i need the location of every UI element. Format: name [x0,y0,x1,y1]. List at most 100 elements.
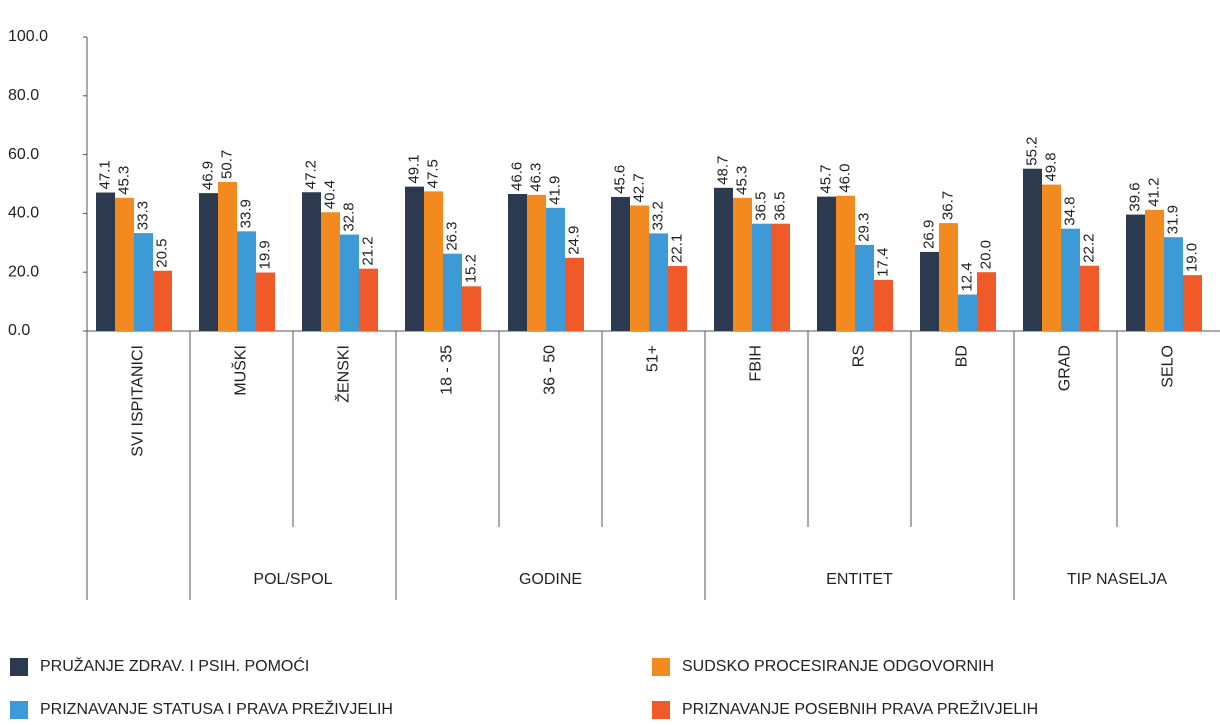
bar [199,193,218,331]
bar [977,272,996,331]
value-label: 33.9 [237,199,254,228]
x-tick-label: GRAD [1057,345,1074,391]
bar [443,253,462,331]
value-label: 21.2 [359,236,376,265]
x-tick-label: 36 - 50 [542,345,559,395]
bar [405,186,424,331]
legend-label: PRIZNAVANJE POSEBNIH PRAVA PREŽIVJELIH [682,699,1038,718]
value-label: 47.2 [302,160,319,189]
bar [302,192,321,331]
value-label: 33.3 [134,201,151,230]
value-label: 46.6 [508,162,525,191]
value-label: 49.8 [1042,152,1059,181]
value-label: 29.3 [855,213,872,242]
value-label: 48.7 [714,156,731,185]
bar [153,270,172,331]
bar [321,212,340,331]
value-label: 19.9 [256,240,273,269]
bar [1061,228,1080,331]
value-label: 41.9 [546,176,563,205]
value-label: 24.9 [565,226,582,255]
x-tick-label: 18 - 35 [439,345,456,395]
bar [1080,265,1099,331]
bar [1145,209,1164,331]
value-label: 20.0 [977,240,994,269]
bar [565,257,584,331]
value-label: 41.2 [1145,178,1162,207]
bar [134,233,153,331]
group-label: GODINE [519,571,582,588]
y-tick-label: 40.0 [8,205,39,222]
value-label: 17.4 [874,248,891,277]
legend-swatch [10,658,28,676]
value-label: 20.5 [153,239,170,268]
bar [733,197,752,331]
bar [1042,184,1061,331]
bar [527,194,546,331]
group-label: ENTITET [826,571,893,588]
y-tick-label: 0.0 [8,322,30,339]
value-label: 46.3 [527,163,544,192]
value-label: 33.2 [649,201,666,230]
bar [96,192,115,331]
bar [1183,275,1202,331]
bar [874,279,893,331]
y-tick-label: 80.0 [8,87,39,104]
bar [939,223,958,331]
legend-label: SUDSKO PROCESIRANJE ODGOVORNIH [682,658,994,675]
x-tick-label: FBIH [748,345,765,381]
value-label: 45.7 [817,164,834,193]
x-tick-label: MUŠKI [231,345,250,396]
y-tick-label: 20.0 [8,263,39,280]
legend-swatch [652,701,670,719]
value-label: 47.5 [424,159,441,188]
bar [668,266,687,331]
bar [714,187,733,331]
bar [1126,214,1145,331]
bar [817,196,836,331]
value-label: 46.0 [836,164,853,193]
group-label: POL/SPOL [253,571,332,588]
bar [462,286,481,331]
bar [752,223,771,331]
bar [424,191,443,331]
bar [958,294,977,331]
value-label: 45.3 [733,166,750,195]
bar [836,195,855,331]
bar [359,268,378,331]
value-label: 45.3 [115,166,132,195]
value-label: 26.9 [920,220,937,249]
x-tick-label: BD [954,345,971,367]
value-label: 36.7 [939,191,956,220]
bar [920,251,939,331]
value-label: 36.5 [771,191,788,220]
value-label: 49.1 [405,154,422,183]
bar [256,272,275,331]
value-label: 32.8 [340,202,357,231]
bar [630,205,649,331]
value-label: 46.9 [199,161,216,190]
bar [340,234,359,331]
y-tick-label: 100.0 [8,28,48,45]
x-tick-label: RS [851,345,868,367]
bar [649,233,668,331]
x-tick-label: SVI ISPITANICI [130,345,147,457]
legend-label: PRIZNAVANJE STATUSA I PRAVA PREŽIVJELIH [40,699,393,718]
bar [1023,168,1042,331]
legend-swatch [10,701,28,719]
x-tick-label: SELO [1160,345,1177,388]
value-label: 34.8 [1061,196,1078,225]
bar [611,196,630,331]
legend-swatch [652,658,670,676]
group-label: TIP NASELJA [1067,571,1168,588]
value-label: 31.9 [1164,205,1181,234]
bar [546,207,565,331]
value-label: 22.1 [668,234,685,263]
bar [855,244,874,331]
bar [771,223,790,331]
bar [1164,237,1183,331]
value-label: 39.6 [1126,182,1143,211]
value-label: 55.2 [1023,137,1040,166]
value-label: 19.0 [1183,243,1200,272]
